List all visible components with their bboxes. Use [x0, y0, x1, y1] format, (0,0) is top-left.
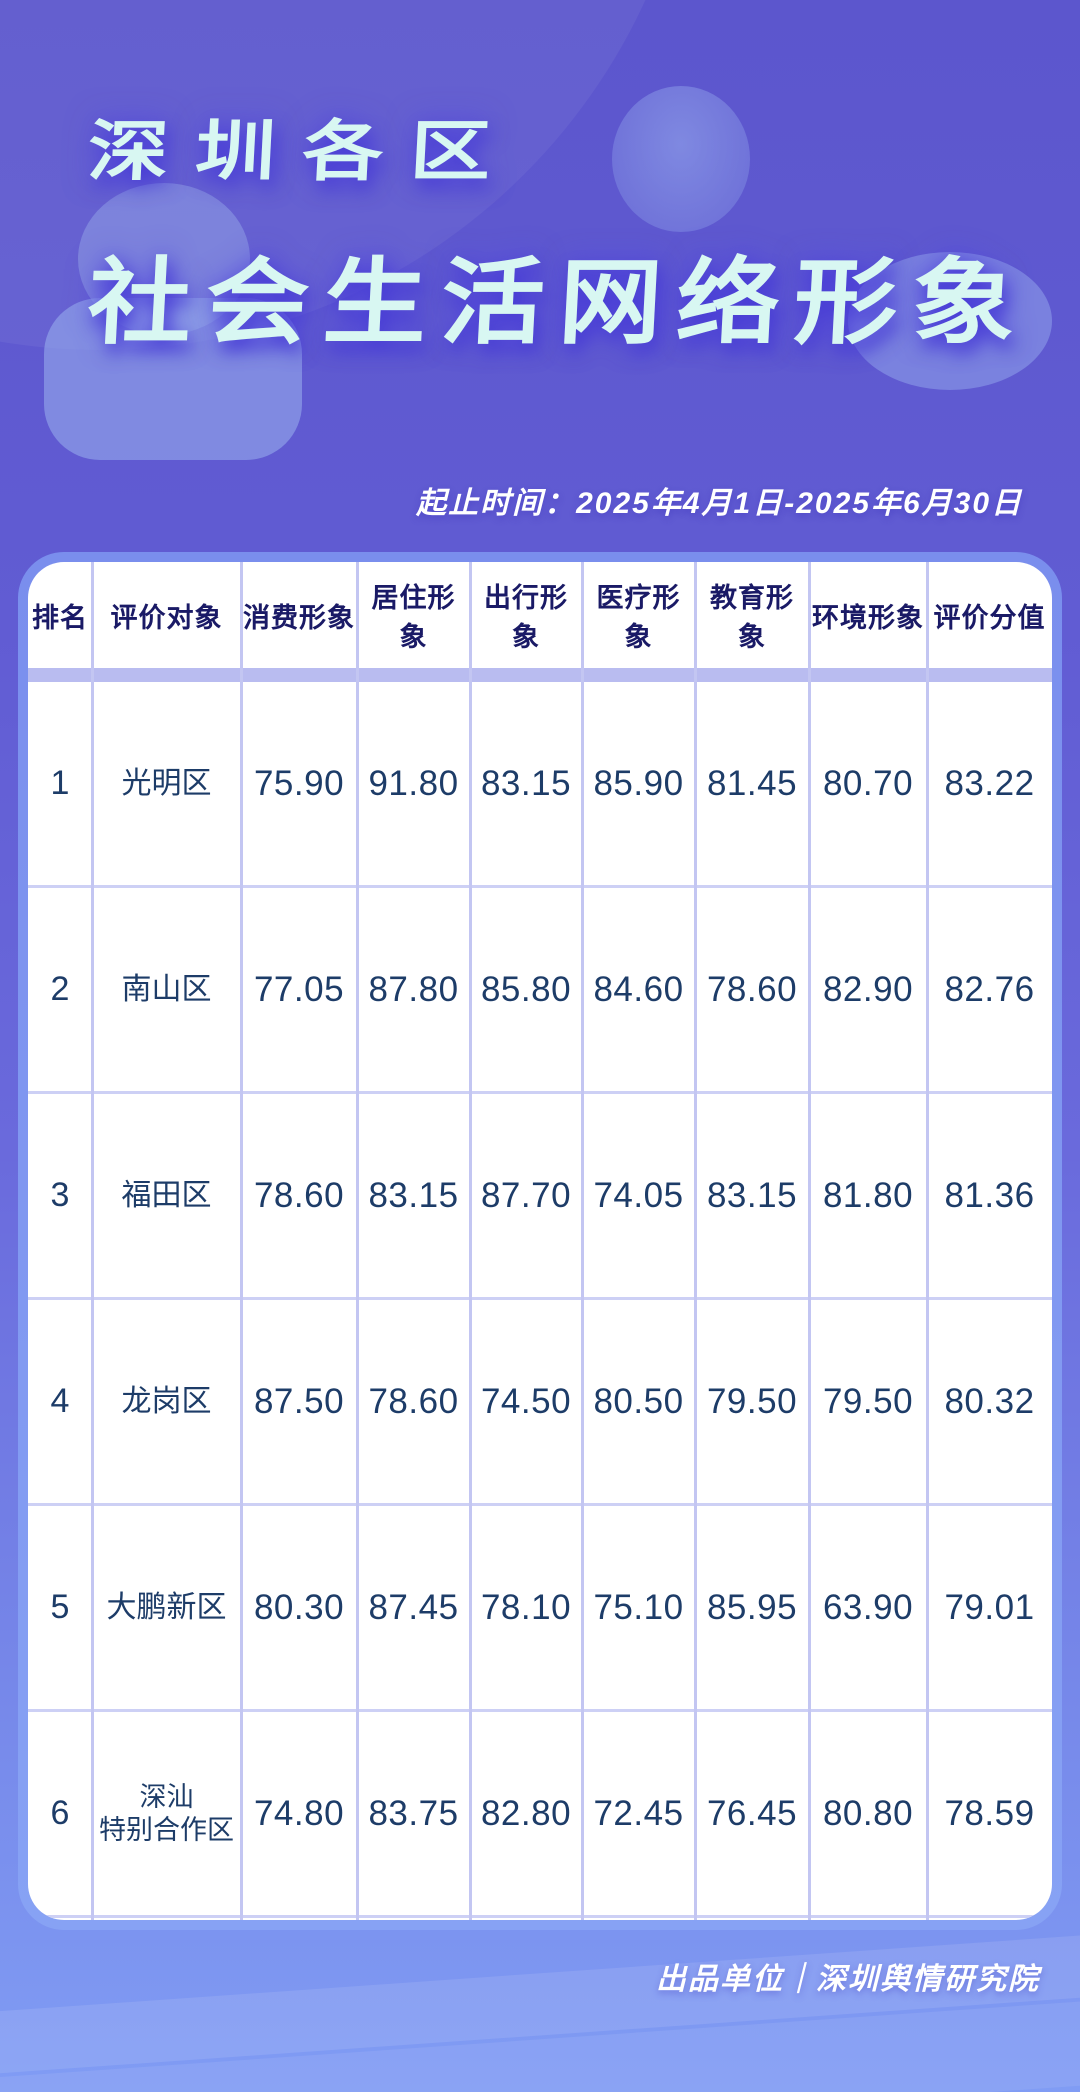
column-divider — [355, 562, 359, 1920]
score-travel: 87.70 — [480, 1175, 572, 1215]
score-environment: 79.50 — [822, 1381, 914, 1421]
score-environment: 80.80 — [822, 1793, 914, 1833]
score-education: 81.45 — [706, 763, 798, 803]
column-header-medical: 医疗形象 — [596, 583, 681, 652]
column-divider — [807, 562, 811, 1920]
district-name: 光明区 — [121, 766, 212, 800]
score-education: 83.15 — [706, 1175, 798, 1215]
column-header-consumption: 消费形象 — [243, 602, 355, 633]
district-name: 大鹏新区 — [106, 1590, 227, 1624]
header-separator-band — [28, 668, 1052, 682]
score-travel: 74.50 — [480, 1381, 572, 1421]
column-header-environment: 环境形象 — [812, 602, 924, 633]
score-living: 87.45 — [368, 1587, 459, 1627]
ranking-table: 排名 评价对象 消费形象 居住形象 出行形象 医疗形象 教育形象 环境形象 评价… — [28, 562, 1052, 1920]
decor-bottom-stripe-2 — [0, 1994, 1080, 2092]
score-travel: 82.80 — [480, 1793, 572, 1833]
district-name: 南山区 — [121, 972, 212, 1006]
score-consumption: 74.80 — [253, 1793, 345, 1833]
table-row: 5 大鹏新区 80.30 87.45 78.10 75.10 85.95 63.… — [28, 1506, 1052, 1712]
table-row: 4 龙岗区 87.50 78.60 74.50 80.50 79.50 79.5… — [28, 1300, 1052, 1506]
score-consumption: 78.60 — [253, 1175, 345, 1215]
column-divider — [468, 562, 472, 1920]
column-header-travel: 出行形象 — [484, 583, 568, 652]
score-environment: 82.90 — [822, 969, 914, 1009]
score-travel: 78.10 — [480, 1587, 572, 1627]
column-divider — [580, 562, 584, 1920]
table-row: 1 光明区 75.90 91.80 83.15 85.90 81.45 80.7… — [28, 682, 1052, 888]
column-header-score: 评价分值 — [933, 602, 1046, 633]
score-consumption: 77.05 — [253, 969, 345, 1009]
score-education: 79.50 — [706, 1381, 798, 1421]
score-consumption: 75.90 — [253, 763, 345, 803]
score-travel: 83.15 — [480, 763, 572, 803]
survey-period: 起止时间：2025年4月1日-2025年6月30日 — [416, 487, 1023, 520]
table-row: 6 深汕 特别合作区 74.80 83.75 82.80 72.45 76.45… — [28, 1712, 1052, 1918]
rank-value: 1 — [50, 764, 70, 802]
score-travel: 85.80 — [480, 969, 572, 1009]
score-education: 85.95 — [706, 1587, 798, 1627]
rank-value: 5 — [50, 1588, 70, 1626]
column-divider — [693, 562, 697, 1920]
table-header-row: 排名 评价对象 消费形象 居住形象 出行形象 医疗形象 教育形象 环境形象 评价… — [28, 562, 1052, 668]
district-name: 龙岗区 — [121, 1384, 212, 1418]
score-overall: 79.01 — [944, 1587, 1035, 1627]
score-living: 87.80 — [368, 969, 459, 1009]
district-name: 福田区 — [121, 1178, 212, 1212]
score-living: 78.60 — [368, 1381, 459, 1421]
column-header-living: 居住形象 — [371, 583, 456, 652]
score-consumption: 80.30 — [253, 1587, 345, 1627]
score-medical: 84.60 — [593, 969, 684, 1009]
column-divider — [239, 562, 243, 1920]
poster-title: 深圳各区 社会生活网络形象 — [85, 114, 1032, 355]
score-consumption: 87.50 — [253, 1381, 345, 1421]
rank-value: 6 — [50, 1794, 70, 1832]
score-living: 83.75 — [368, 1793, 459, 1833]
rank-value: 2 — [50, 970, 70, 1008]
score-education: 76.45 — [706, 1793, 798, 1833]
column-header-education: 教育形象 — [710, 583, 794, 652]
score-medical: 74.05 — [593, 1175, 684, 1215]
ranking-table-card: 排名 评价对象 消费形象 居住形象 出行形象 医疗形象 教育形象 环境形象 评价… — [18, 552, 1062, 1930]
score-medical: 85.90 — [593, 763, 684, 803]
column-divider — [925, 562, 929, 1920]
score-medical: 80.50 — [593, 1381, 684, 1421]
title-line-2: 社会生活网络形象 — [85, 250, 1033, 355]
rank-value: 4 — [50, 1382, 70, 1420]
score-overall: 82.76 — [944, 969, 1035, 1009]
column-divider — [90, 562, 94, 1920]
district-name: 深汕 特别合作区 — [99, 1782, 234, 1845]
decor-bottom-stripe-1 — [0, 1928, 1080, 2078]
score-environment: 80.70 — [822, 763, 914, 803]
score-overall: 80.32 — [944, 1381, 1035, 1421]
score-medical: 75.10 — [593, 1587, 684, 1627]
score-environment: 81.80 — [822, 1175, 914, 1215]
score-overall: 78.59 — [944, 1793, 1035, 1833]
score-overall: 83.22 — [944, 763, 1035, 803]
score-living: 91.80 — [368, 763, 459, 803]
score-living: 83.15 — [368, 1175, 459, 1215]
table-row: 2 南山区 77.05 87.80 85.80 84.60 78.60 82.9… — [28, 888, 1052, 1094]
score-environment: 63.90 — [822, 1587, 914, 1627]
column-header-rank: 排名 — [32, 602, 88, 633]
producer-credit: 出品单位｜深圳舆情研究院 — [656, 1963, 1040, 1996]
score-overall: 81.36 — [944, 1175, 1035, 1215]
title-line-1: 深圳各区 — [86, 114, 520, 188]
score-medical: 72.45 — [593, 1793, 684, 1833]
column-header-district: 评价对象 — [110, 602, 223, 633]
score-education: 78.60 — [706, 969, 798, 1009]
table-row: 3 福田区 78.60 83.15 87.70 74.05 83.15 81.8… — [28, 1094, 1052, 1300]
rank-value: 3 — [50, 1176, 70, 1214]
